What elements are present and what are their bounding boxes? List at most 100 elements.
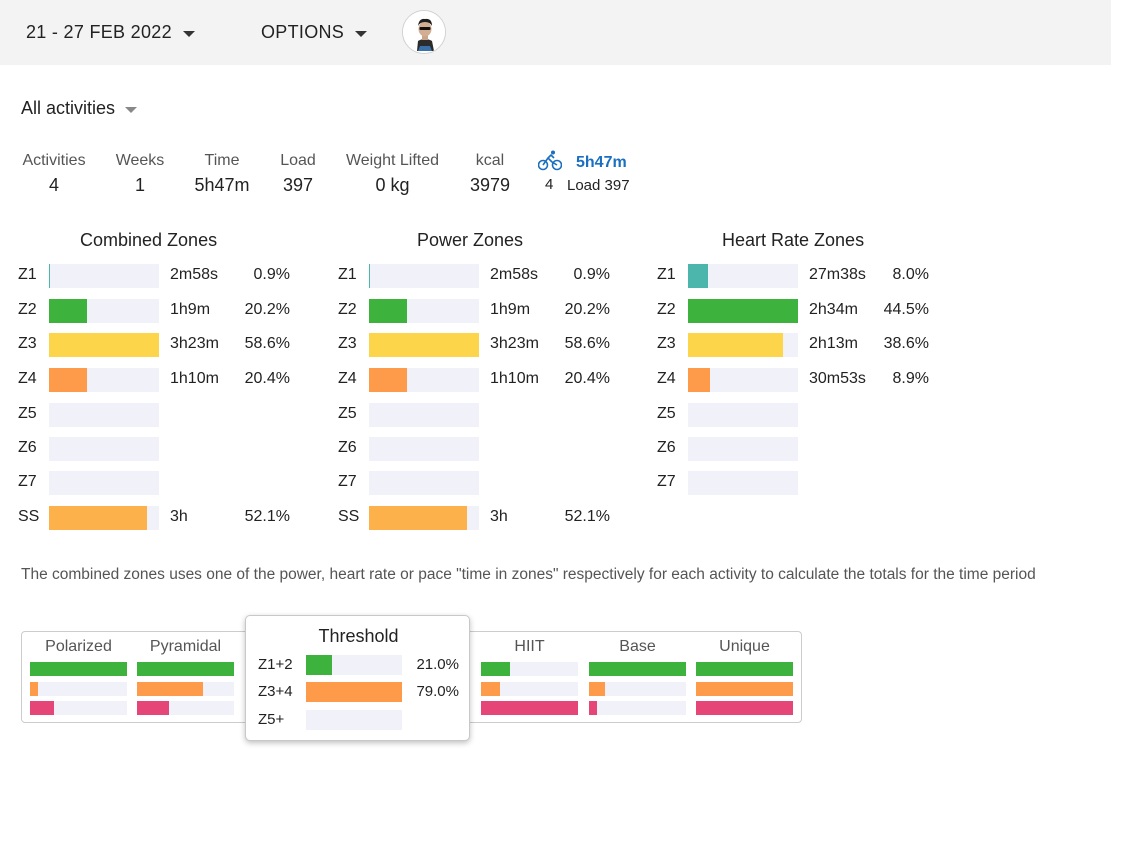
distribution-bar-track: [696, 701, 793, 715]
zone-label: SS: [338, 508, 360, 525]
zone-row-z1: Z1 2m58s 0.9%: [338, 264, 638, 288]
zone-label: Z2: [338, 301, 357, 318]
zone-bar-fill: [49, 333, 159, 357]
distribution-polarized[interactable]: Polarized: [30, 632, 127, 722]
avatar[interactable]: [402, 10, 446, 54]
zone-bar-track: [369, 333, 479, 357]
stat-label: Weight Lifted: [345, 152, 440, 169]
zone-label: Z4: [338, 370, 357, 387]
zone-row-z2: Z2 1h9m 20.2%: [18, 299, 318, 323]
zone-bar-track: [369, 506, 479, 530]
power-zones-title: Power Zones: [417, 230, 524, 250]
zone-row-z1: Z1 27m38s 8.0%: [657, 264, 957, 288]
zone-bar-track: [49, 264, 159, 288]
stat-value: 0 kg: [375, 175, 410, 195]
zone-label: Z1: [338, 266, 357, 283]
zone-percent: 20.4%: [564, 370, 610, 387]
zone-time: 3h23m: [170, 335, 219, 352]
zone-label: Z7: [338, 473, 357, 490]
distribution-base[interactable]: Base: [589, 632, 686, 722]
distribution-label: Pyramidal: [149, 638, 222, 655]
zone-bar-track: [688, 333, 798, 357]
zone-time: 3h23m: [490, 335, 539, 352]
zone-bar-track: [369, 471, 479, 495]
chevron-down-icon: [182, 30, 195, 37]
zone-percent: 20.4%: [244, 370, 290, 387]
zone-bar-track: [688, 471, 798, 495]
activity-filter-label: All activities: [21, 98, 116, 118]
stat-value: 397: [282, 175, 314, 195]
zone-percent: 8.0%: [892, 266, 929, 283]
stat-weight-lifted: Weight Lifted 0 kg: [340, 152, 445, 196]
sport-time: 5h47m: [576, 154, 627, 171]
zone-row-z6: Z6: [338, 437, 638, 461]
combined-zones-panel: Combined Zones Z1 2m58s 0.9% Z2 1h9m 20.2% Z3 3…: [18, 228, 318, 530]
zone-bar-fill: [49, 264, 50, 288]
zone-row-z7: Z7: [338, 471, 638, 495]
zone-percent: 8.9%: [892, 370, 929, 387]
distribution-bar-fill: [589, 662, 686, 676]
zone-row-z4: Z4 1h10m 20.4%: [338, 368, 638, 392]
zone-time: 3h: [170, 508, 188, 525]
zone-time: 30m53s: [809, 370, 866, 387]
distribution-bar-fill: [137, 701, 169, 715]
zone-row-z5: Z5: [18, 403, 318, 427]
zone-percent: 0.9%: [253, 266, 290, 283]
zone-label: Z5: [657, 405, 676, 422]
zone-time: 27m38s: [809, 266, 866, 283]
zone-bar-track: [49, 333, 159, 357]
zone-label: Z4: [18, 370, 37, 387]
heart-rate-zones-title: Heart Rate Zones: [722, 230, 865, 250]
zone-label: Z3: [338, 335, 357, 352]
cycling-icon: [538, 150, 562, 171]
tooltip-bar-track: [306, 710, 402, 730]
zone-percent: 58.6%: [244, 335, 290, 352]
stat-value: 1: [134, 175, 145, 195]
zone-bar-fill: [369, 264, 370, 288]
distribution-hiit[interactable]: HIIT: [481, 632, 578, 722]
distribution-bar-fill: [481, 662, 510, 676]
zone-percent: 58.6%: [564, 335, 610, 352]
stat-activities: Activities 4: [21, 152, 87, 196]
distribution-label: Unique: [719, 638, 770, 655]
stat-label: Load: [280, 152, 316, 169]
zone-row-z6: Z6: [18, 437, 318, 461]
distribution-unique[interactable]: Unique: [696, 632, 793, 722]
zone-bar-fill: [688, 333, 783, 357]
zone-row-z7: Z7: [657, 471, 957, 495]
zone-bar-track: [369, 264, 479, 288]
zone-bar-track: [49, 437, 159, 461]
combined-zones-note: The combined zones uses one of the power…: [21, 566, 1036, 583]
options-dropdown[interactable]: OPTIONS: [261, 0, 368, 65]
zone-bar-track: [688, 264, 798, 288]
tooltip-row-percent: 79.0%: [416, 683, 459, 700]
distribution-bar-track: [30, 662, 127, 676]
distribution-bar-fill: [30, 701, 54, 715]
tooltip-row-label: Z3+4: [258, 683, 293, 700]
distribution-bar-track: [589, 682, 686, 696]
zone-time: 2h13m: [809, 335, 858, 352]
activity-filter-dropdown[interactable]: All activities: [21, 98, 138, 119]
tooltip-row-percent: 21.0%: [416, 656, 459, 673]
stat-load: Load 397: [276, 152, 320, 196]
date-range-dropdown[interactable]: 21 - 27 FEB 2022: [26, 0, 195, 65]
distribution-bar-fill: [696, 662, 793, 676]
distribution-bar-fill: [137, 682, 203, 696]
distribution-bar-fill: [30, 662, 127, 676]
zone-percent: 38.6%: [883, 335, 929, 352]
zone-bar-fill: [688, 368, 710, 392]
zone-label: Z5: [18, 405, 37, 422]
zone-bar-fill: [688, 299, 798, 323]
zone-row-z7: Z7: [18, 471, 318, 495]
distribution-pyramidal[interactable]: Pyramidal: [137, 632, 234, 722]
sport-summary-cycling[interactable]: 5h47m 4 Load 397: [538, 150, 648, 196]
zone-bar-track: [369, 299, 479, 323]
zone-bar-fill: [49, 506, 147, 530]
distribution-bar-fill: [696, 682, 793, 696]
zone-bar-track: [369, 403, 479, 427]
zone-time: 1h9m: [170, 301, 211, 318]
zone-label: Z4: [657, 370, 676, 387]
zone-bar-track: [49, 471, 159, 495]
zone-row-z5: Z5: [657, 403, 957, 427]
zone-label: Z6: [657, 439, 676, 456]
